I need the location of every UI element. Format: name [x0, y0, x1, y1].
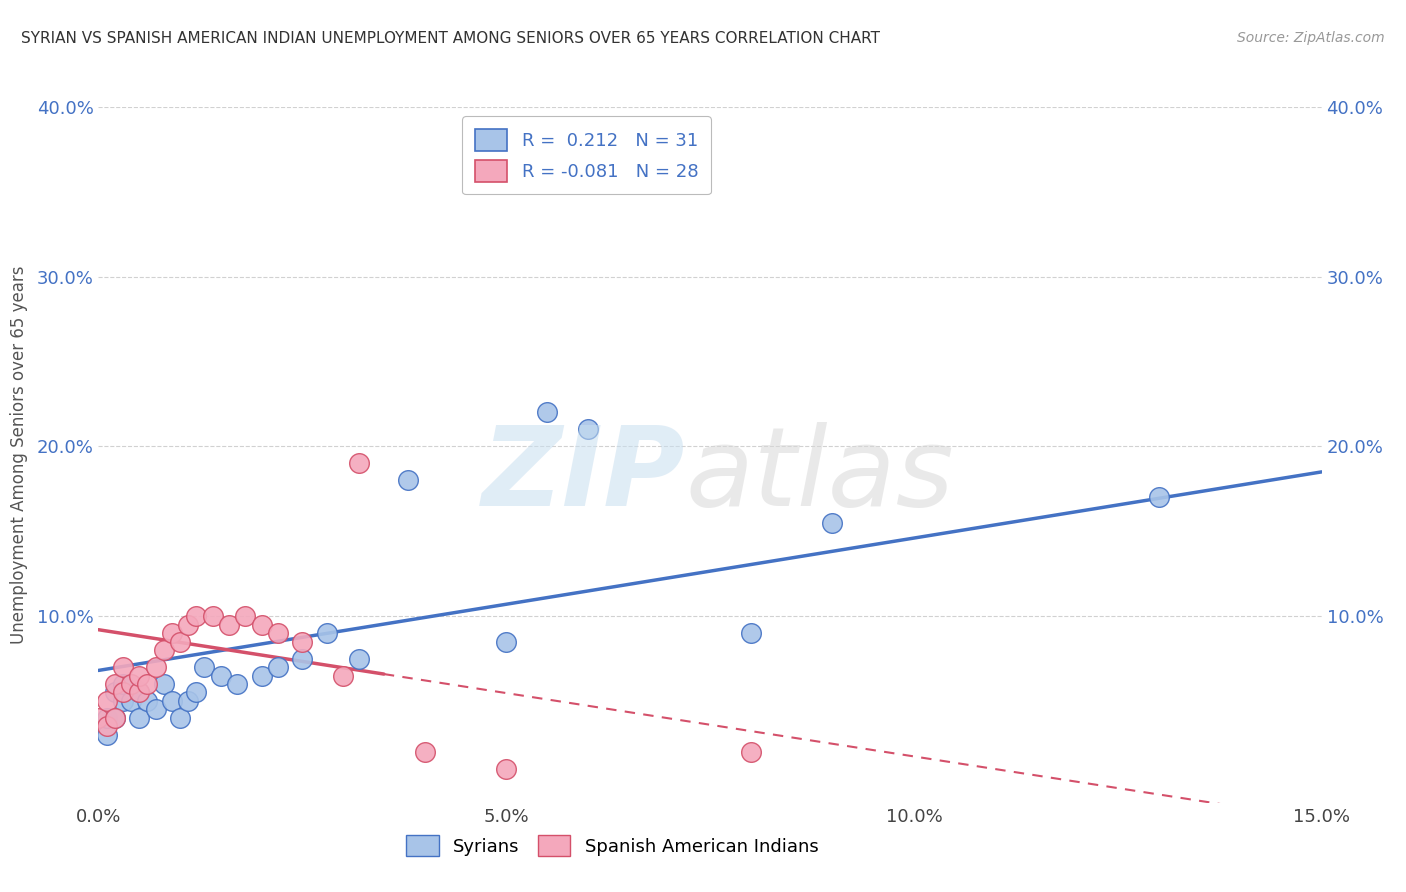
Text: SYRIAN VS SPANISH AMERICAN INDIAN UNEMPLOYMENT AMONG SENIORS OVER 65 YEARS CORRE: SYRIAN VS SPANISH AMERICAN INDIAN UNEMPL…: [21, 31, 880, 46]
Point: [740, 745, 762, 759]
Point: [128, 685, 150, 699]
Point: [413, 745, 436, 759]
Point: [186, 609, 208, 624]
Point: [120, 677, 142, 691]
Point: [177, 694, 200, 708]
Point: [193, 660, 215, 674]
Point: [349, 457, 371, 471]
Point: [111, 677, 134, 691]
Point: [226, 677, 249, 691]
Point: [87, 711, 110, 725]
Point: [495, 634, 517, 648]
Point: [160, 626, 183, 640]
Y-axis label: Unemployment Among Seniors over 65 years: Unemployment Among Seniors over 65 years: [10, 266, 28, 644]
Point: [315, 626, 337, 640]
Point: [111, 660, 134, 674]
Point: [740, 626, 762, 640]
Point: [169, 634, 191, 648]
Point: [96, 711, 118, 725]
Point: [96, 694, 118, 708]
Point: [536, 405, 558, 419]
Point: [250, 617, 273, 632]
Point: [169, 711, 191, 725]
Point: [152, 643, 174, 657]
Point: [209, 668, 232, 682]
Point: [104, 711, 127, 725]
Point: [1147, 491, 1170, 505]
Point: [250, 668, 273, 682]
Point: [128, 711, 150, 725]
Point: [96, 719, 118, 733]
Point: [128, 685, 150, 699]
Point: [576, 422, 599, 436]
Point: [218, 617, 240, 632]
Point: [120, 694, 142, 708]
Point: [291, 634, 314, 648]
Point: [136, 677, 159, 691]
Point: [104, 711, 127, 725]
Point: [267, 660, 290, 674]
Point: [104, 685, 127, 699]
Point: [233, 609, 256, 624]
Point: [136, 694, 159, 708]
Point: [267, 626, 290, 640]
Point: [495, 762, 517, 776]
Text: atlas: atlas: [686, 422, 955, 529]
Point: [111, 694, 134, 708]
Text: Source: ZipAtlas.com: Source: ZipAtlas.com: [1237, 31, 1385, 45]
Point: [145, 702, 167, 716]
Legend: Syrians, Spanish American Indians: Syrians, Spanish American Indians: [399, 828, 825, 863]
Point: [128, 668, 150, 682]
Point: [104, 677, 127, 691]
Point: [177, 617, 200, 632]
Point: [291, 651, 314, 665]
Point: [152, 677, 174, 691]
Point: [201, 609, 224, 624]
Point: [145, 660, 167, 674]
Point: [186, 685, 208, 699]
Point: [821, 516, 844, 530]
Point: [111, 685, 134, 699]
Point: [396, 474, 419, 488]
Point: [349, 651, 371, 665]
Point: [96, 728, 118, 742]
Text: ZIP: ZIP: [482, 422, 686, 529]
Point: [160, 694, 183, 708]
Point: [332, 668, 354, 682]
